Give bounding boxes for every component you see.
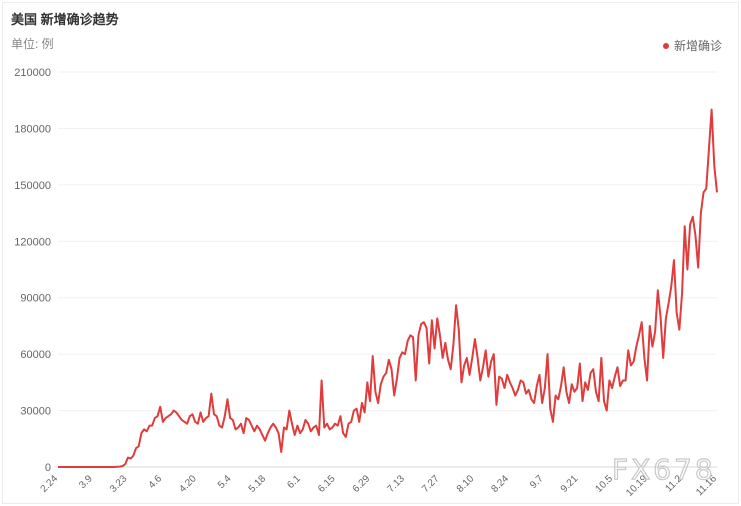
- y-tick-label: 30000: [20, 406, 51, 418]
- x-tick-label: 3.9: [77, 473, 95, 491]
- watermark-logo: FX678: [611, 452, 716, 486]
- x-tick-label: 2.24: [39, 473, 61, 495]
- x-tick-label: 9.7: [528, 473, 546, 491]
- x-tick-label: 5.18: [247, 473, 269, 495]
- x-tick-label: 4.6: [147, 473, 165, 491]
- y-tick-label: 150000: [14, 180, 51, 192]
- x-tick-label: 8.24: [489, 473, 511, 495]
- x-tick-label: 3.23: [108, 473, 130, 495]
- unit-label: 单位: 例: [11, 37, 54, 51]
- y-tick-label: 0: [45, 462, 51, 474]
- x-tick-label: 7.27: [420, 473, 442, 495]
- x-tick-label: 4.20: [177, 473, 199, 495]
- legend[interactable]: 新增确诊: [662, 37, 722, 54]
- x-tick-label: 7.13: [385, 473, 407, 495]
- y-tick-label: 120000: [14, 236, 51, 248]
- legend-dot-icon: [662, 42, 669, 49]
- x-tick-label: 6.29: [351, 473, 373, 495]
- x-tick-label: 8.10: [455, 473, 477, 495]
- series-line: [58, 108, 718, 468]
- y-tick-label: 210000: [14, 67, 51, 79]
- y-tick-label: 90000: [20, 293, 51, 305]
- y-tick-label: 60000: [20, 349, 51, 361]
- x-tick-label: 6.15: [316, 473, 338, 495]
- chart-title: 美国 新增确诊趋势: [11, 12, 119, 27]
- y-tick-label: 180000: [14, 123, 51, 135]
- x-tick-label: 9.21: [559, 473, 581, 495]
- x-tick-label: 5.4: [216, 473, 234, 491]
- legend-label: 新增确诊: [673, 39, 722, 53]
- x-tick-label: 6.1: [285, 473, 303, 491]
